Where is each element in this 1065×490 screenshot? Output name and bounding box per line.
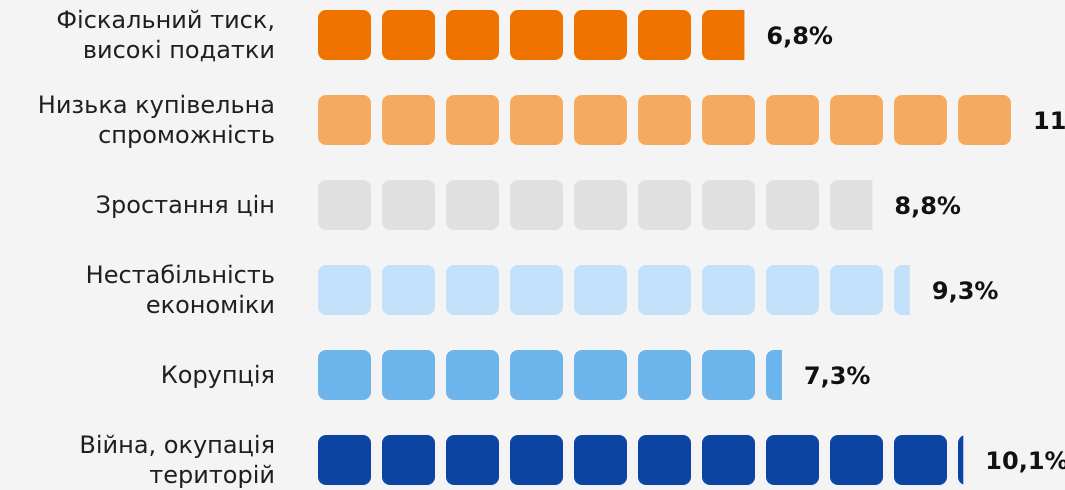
chart-rows: Фіскальний тиск, високі податки 6,8% Низька…: [38, 6, 1065, 489]
bar-block: [318, 350, 371, 400]
bar-block: [382, 180, 435, 230]
bar-block: [318, 265, 371, 315]
bar-row: Зростання цін 8,8%: [96, 180, 961, 230]
bar-block: [702, 265, 755, 315]
bar-block: [574, 180, 627, 230]
category-label-line: Нестабільність: [86, 261, 275, 289]
value-label: 9,3%: [932, 277, 999, 305]
bar-block: [446, 435, 499, 485]
category-label-line: спроможність: [98, 121, 275, 149]
category-label: Нестабільність економіки: [86, 261, 275, 319]
bar-block: [446, 265, 499, 315]
bar-block: [830, 95, 883, 145]
bar-block: [766, 180, 819, 230]
bar-block: [574, 95, 627, 145]
bar-block: [382, 95, 435, 145]
bar-block: [702, 10, 745, 60]
category-label: Війна, окупація територій: [79, 431, 275, 489]
category-label-line: територій: [149, 461, 275, 489]
bar: [318, 265, 910, 315]
bar-block: [638, 435, 691, 485]
bar-row: Нестабільність економіки 9,3%: [86, 261, 999, 319]
value-label: 7,3%: [804, 362, 871, 390]
bar-block: [510, 10, 563, 60]
category-label-line: Війна, окупація: [79, 431, 275, 459]
value-label: 11%: [1033, 107, 1065, 135]
bar-block: [702, 95, 755, 145]
bar-block: [766, 265, 819, 315]
bar: [318, 95, 1011, 145]
bar-block: [830, 435, 883, 485]
bar-block: [766, 95, 819, 145]
bar-block: [318, 435, 371, 485]
category-label-line: Корупція: [161, 361, 275, 389]
bar-block: [574, 435, 627, 485]
bar-block: [894, 95, 947, 145]
bar-block: [894, 435, 947, 485]
bar-block: [702, 180, 755, 230]
bar-block: [382, 435, 435, 485]
bar-block: [574, 265, 627, 315]
value-label: 10,1%: [985, 447, 1065, 475]
bar-row: Фіскальний тиск, високі податки 6,8%: [56, 6, 833, 64]
category-label: Корупція: [161, 361, 275, 389]
bar-block: [510, 265, 563, 315]
category-label: Низька купівельна спроможність: [38, 91, 275, 149]
category-label-line: Низька купівельна: [38, 91, 275, 119]
bar-block: [702, 350, 755, 400]
bar-block: [446, 350, 499, 400]
bar-block: [382, 10, 435, 60]
category-label-line: Фіскальний тиск,: [56, 6, 275, 34]
bar-block: [446, 180, 499, 230]
bar-block: [382, 265, 435, 315]
bar-block: [638, 350, 691, 400]
category-label-line: Зростання цін: [96, 191, 275, 219]
bar-block: [702, 435, 755, 485]
bar-block: [830, 180, 873, 230]
value-label: 6,8%: [766, 22, 833, 50]
category-label-line: економіки: [146, 291, 275, 319]
category-label: Фіскальний тиск, високі податки: [56, 6, 275, 64]
category-label: Зростання цін: [96, 191, 275, 219]
bar-block: [574, 10, 627, 60]
bar-block: [382, 350, 435, 400]
bar-block: [318, 95, 371, 145]
bar-block: [318, 180, 371, 230]
bar-row: Корупція 7,3%: [161, 350, 871, 400]
bar-block: [638, 95, 691, 145]
bar-row: Війна, окупація територій 10,1%: [79, 431, 1065, 489]
bar-block: [766, 435, 819, 485]
bar-block: [446, 10, 499, 60]
bar-block: [958, 95, 1011, 145]
bar-block: [510, 95, 563, 145]
bar-block: [446, 95, 499, 145]
bar-block: [958, 435, 964, 485]
category-label-line: високі податки: [83, 36, 275, 64]
bar: [318, 180, 873, 230]
bar: [318, 350, 782, 400]
bar-block: [638, 265, 691, 315]
bar: [318, 435, 964, 485]
bar-block: [830, 265, 883, 315]
bar: [318, 10, 745, 60]
bar-block: [574, 350, 627, 400]
bar-block: [766, 350, 782, 400]
value-label: 8,8%: [894, 192, 961, 220]
bar-block: [510, 180, 563, 230]
bar-block: [510, 350, 563, 400]
bar-block: [318, 10, 371, 60]
bar-block: [894, 265, 910, 315]
bar-block: [638, 180, 691, 230]
bar-block: [638, 10, 691, 60]
bar-block: [510, 435, 563, 485]
